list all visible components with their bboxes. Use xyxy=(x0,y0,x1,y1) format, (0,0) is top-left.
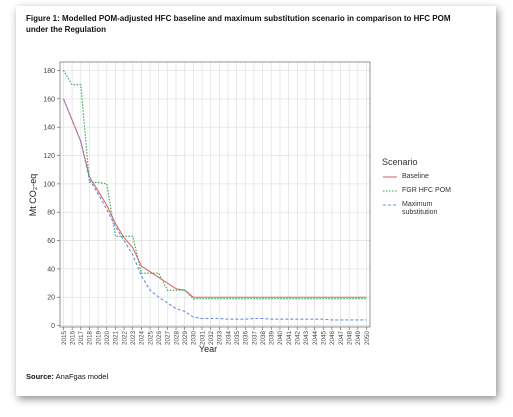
x-tick-label: 2019 xyxy=(95,331,102,346)
x-tick-label: 2034 xyxy=(225,331,232,346)
x-tick-label: 2042 xyxy=(295,331,302,346)
x-tick-label: 2021 xyxy=(113,331,120,346)
legend-item: FGR HFC POM xyxy=(382,187,482,195)
y-tick-label: 100 xyxy=(43,181,55,188)
x-tick-label: 2023 xyxy=(130,331,137,346)
x-tick-label: 2020 xyxy=(104,331,111,346)
y-axis-label: Mt CO₂-eq xyxy=(28,174,38,217)
x-tick-label: 2047 xyxy=(338,331,345,346)
x-tick-label: 2028 xyxy=(173,331,180,346)
legend-item: Baseline xyxy=(382,173,482,181)
y-tick-label: 40 xyxy=(47,266,55,273)
y-tick-label: 180 xyxy=(43,68,55,75)
x-tick-label: 2024 xyxy=(139,331,146,346)
source-label: Source: xyxy=(26,372,54,381)
legend: Scenario Baseline FGR HFC POM Maximum subs… xyxy=(382,157,482,223)
y-tick-label: 160 xyxy=(43,96,55,103)
x-tick-label: 2043 xyxy=(303,331,310,346)
x-tick-label: 2022 xyxy=(121,331,128,346)
figure-title: Figure 1: Modelled POM-adjusted HFC base… xyxy=(26,14,451,34)
legend-swatch xyxy=(383,176,397,178)
x-tick-label: 2029 xyxy=(182,331,189,346)
x-tick-label: 2032 xyxy=(208,331,215,346)
x-tick-label: 2036 xyxy=(243,331,250,346)
x-tick-label: 2048 xyxy=(347,331,354,346)
x-tick-label: 2037 xyxy=(251,331,258,346)
x-tick-label: 2035 xyxy=(234,331,241,346)
x-tick-label: 2041 xyxy=(286,331,293,346)
series-line xyxy=(62,98,367,298)
x-tick-label: 2027 xyxy=(165,331,172,346)
legend-label: FGR HFC POM xyxy=(402,187,451,194)
x-tick-label: 2033 xyxy=(217,331,224,346)
legend-swatch xyxy=(383,190,397,192)
y-tick-label: 120 xyxy=(43,153,55,160)
y-tick-label: 140 xyxy=(43,125,55,132)
x-tick-label: 2050 xyxy=(364,331,371,346)
y-tick-label: 20 xyxy=(47,295,55,302)
x-tick-label: 2031 xyxy=(199,331,206,346)
legend-label: Maximum substitution xyxy=(402,201,438,216)
x-tick-label: 2038 xyxy=(260,331,267,346)
x-tick-label: 2040 xyxy=(277,331,284,346)
plot-panel xyxy=(60,62,370,327)
source: Source: AnaFgas model xyxy=(26,372,108,381)
y-tick-label: 60 xyxy=(47,238,55,245)
y-tick-label: 80 xyxy=(47,210,55,217)
series-line xyxy=(62,98,367,321)
series-line xyxy=(62,70,367,300)
legend-label: Baseline xyxy=(402,173,429,180)
x-axis-label: Year xyxy=(199,344,217,354)
x-tick-label: 2046 xyxy=(329,331,336,346)
legend-swatch xyxy=(383,204,397,206)
legend-title: Scenario xyxy=(382,157,418,167)
x-tick-label: 2018 xyxy=(87,331,94,346)
x-tick-label: 2015 xyxy=(61,331,68,346)
x-tick-label: 2016 xyxy=(69,331,76,346)
x-tick-label: 2025 xyxy=(147,331,154,346)
plot-border xyxy=(59,61,371,328)
source-text: AnaFgas model xyxy=(55,372,109,381)
legend-item: Maximum substitution xyxy=(382,201,482,217)
x-tick-label: 2017 xyxy=(78,331,85,346)
x-tick-label: 2049 xyxy=(355,331,362,346)
x-tick-label: 2026 xyxy=(156,331,163,346)
x-tick-label: 2030 xyxy=(191,331,198,346)
x-tick-label: 2044 xyxy=(312,331,319,346)
x-tick-label: 2039 xyxy=(269,331,276,346)
x-tick-label: 2045 xyxy=(321,331,328,346)
y-tick-label: 0 xyxy=(51,323,55,330)
